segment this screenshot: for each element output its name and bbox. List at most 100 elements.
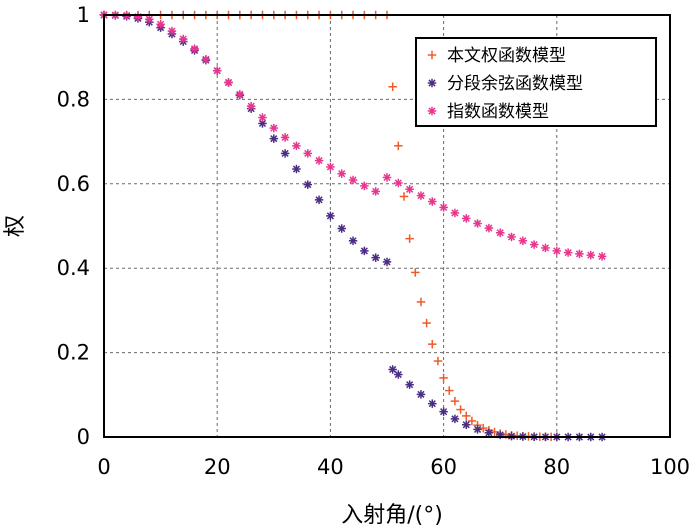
y-tick-label: 0.2 bbox=[57, 341, 90, 365]
data-point bbox=[484, 223, 494, 233]
data-point bbox=[190, 44, 199, 54]
data-point bbox=[461, 420, 471, 430]
data-point bbox=[303, 149, 313, 158]
x-tick-label: 80 bbox=[543, 455, 570, 479]
data-point bbox=[575, 249, 584, 259]
data-point bbox=[371, 253, 380, 262]
data-point bbox=[439, 407, 448, 416]
x-tick-label: 0 bbox=[97, 455, 110, 479]
data-point bbox=[326, 211, 335, 221]
data-point bbox=[450, 208, 460, 218]
y-axis-label: 权 bbox=[3, 215, 28, 237]
data-point bbox=[224, 78, 233, 87]
data-point bbox=[597, 252, 607, 261]
data-point bbox=[422, 318, 431, 328]
data-point bbox=[428, 399, 437, 408]
data-point bbox=[461, 214, 471, 223]
data-point bbox=[478, 423, 488, 433]
data-point bbox=[258, 119, 267, 128]
gridlines bbox=[104, 15, 670, 437]
data-point bbox=[292, 141, 301, 151]
x-tick-label: 40 bbox=[317, 455, 344, 479]
data-point bbox=[348, 175, 358, 185]
data-point bbox=[235, 90, 245, 99]
plot-frame bbox=[103, 14, 671, 438]
data-point bbox=[484, 428, 494, 438]
legend-label-1: 分段余弦函数模型 bbox=[447, 74, 583, 94]
data-point bbox=[428, 197, 437, 206]
data-point bbox=[394, 178, 403, 188]
data-point bbox=[427, 106, 437, 116]
data-point bbox=[212, 66, 222, 75]
data-point bbox=[314, 195, 324, 205]
data-point bbox=[292, 164, 301, 174]
data-point bbox=[303, 180, 313, 189]
data-point bbox=[337, 224, 346, 233]
data-point bbox=[461, 411, 471, 421]
x-tick-label: 100 bbox=[650, 455, 690, 479]
data-point bbox=[439, 373, 448, 383]
data-point bbox=[360, 181, 369, 191]
data-point bbox=[445, 386, 454, 395]
data-point bbox=[427, 78, 437, 88]
data-point bbox=[416, 297, 426, 307]
data-point bbox=[495, 228, 505, 238]
data-point bbox=[326, 162, 335, 172]
data-point bbox=[337, 169, 346, 178]
data-point bbox=[450, 414, 460, 424]
legend: 本文权函数模型 分段余弦函数模型 指数函数模型 bbox=[415, 37, 657, 127]
data-point bbox=[473, 219, 482, 228]
data-point bbox=[552, 246, 562, 256]
tick-labels: 0 20 40 60 80 100 0 0.2 0.4 0.6 0.8 1 bbox=[57, 3, 690, 479]
data-point bbox=[156, 20, 165, 29]
data-point bbox=[405, 234, 414, 243]
data-point bbox=[388, 82, 397, 91]
data-point bbox=[371, 187, 380, 196]
y-tick-label: 0.6 bbox=[57, 172, 90, 196]
data-point bbox=[382, 173, 392, 182]
x-tick-label: 60 bbox=[430, 455, 457, 479]
data-point bbox=[586, 250, 596, 260]
y-tick-label: 0.4 bbox=[57, 256, 90, 280]
data-point bbox=[529, 240, 539, 249]
data-point bbox=[348, 236, 358, 246]
data-point bbox=[518, 236, 528, 246]
data-point bbox=[280, 133, 290, 142]
y-tick-label: 1 bbox=[77, 3, 90, 27]
data-point bbox=[456, 405, 465, 414]
data-point bbox=[427, 50, 437, 60]
data-point bbox=[394, 141, 403, 151]
data-point bbox=[405, 185, 414, 194]
legend-label-2: 指数函数模型 bbox=[447, 102, 549, 122]
data-point bbox=[405, 380, 414, 389]
data-point bbox=[467, 416, 477, 426]
data-point bbox=[388, 365, 397, 374]
data-point bbox=[439, 203, 448, 212]
series-2 bbox=[99, 10, 607, 261]
data-point bbox=[178, 34, 188, 44]
legend-label-0: 本文权函数模型 bbox=[447, 46, 566, 66]
data-point bbox=[473, 425, 482, 434]
data-point bbox=[246, 101, 256, 111]
data-point bbox=[399, 192, 409, 201]
data-point bbox=[490, 427, 499, 437]
data-point bbox=[167, 26, 177, 36]
data-point bbox=[411, 268, 420, 277]
data-point bbox=[416, 191, 426, 200]
y-tick-label: 0 bbox=[77, 425, 90, 449]
legend-markers bbox=[427, 50, 437, 116]
data-point bbox=[428, 339, 437, 349]
data-point bbox=[314, 156, 324, 165]
data-point bbox=[394, 370, 403, 379]
data-point bbox=[145, 14, 154, 24]
data-point bbox=[280, 149, 290, 158]
data-point bbox=[269, 134, 279, 143]
data-point bbox=[507, 232, 516, 242]
data-point bbox=[450, 396, 460, 406]
data-point bbox=[563, 248, 573, 257]
data-point bbox=[201, 55, 211, 64]
data-point bbox=[360, 246, 369, 256]
data-point bbox=[541, 243, 550, 253]
data-point bbox=[382, 257, 392, 267]
